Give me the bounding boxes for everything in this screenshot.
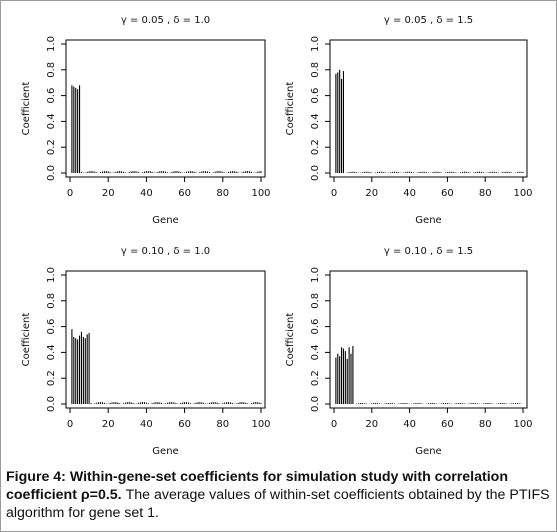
y-tick-label: 0.6 (46, 319, 57, 335)
chart-panel-1: γ = 0.05 , δ = 1.0 0 20 40 60 80 100 Gene 0.0 0.2… (21, 15, 271, 226)
x-tick-label: 80 (216, 419, 229, 430)
caption-bold: Figure 4: Within-gene-set coefficients f… (6, 469, 509, 503)
x-tick-label: 80 (479, 419, 492, 430)
chart-title: γ = 0.05 , δ = 1.0 (121, 15, 210, 26)
y-tick-label: 0.4 (310, 344, 321, 360)
y-axis-label: Coefficient (285, 82, 296, 136)
plot-frame (329, 270, 528, 409)
y-tick-label: 0.0 (310, 396, 321, 412)
x-tick-label: 60 (441, 188, 454, 199)
x-tick-label: 20 (102, 419, 115, 430)
chart-title: γ = 0.10 , δ = 1.5 (384, 246, 473, 257)
y-tick-label: 0.0 (46, 396, 57, 412)
x-tick-label: 40 (403, 188, 416, 199)
x-tick-label: 0 (67, 188, 73, 199)
y-tick-label: 0.2 (310, 370, 321, 386)
x-axis-label: Gene (152, 446, 178, 457)
chart-title: γ = 0.05 , δ = 1.5 (384, 15, 473, 26)
x-axis-label: Gene (415, 446, 441, 457)
y-axis-label: Coefficient (285, 313, 296, 367)
y-tick-label: 1.0 (310, 36, 321, 52)
x-tick-label: 60 (178, 419, 191, 430)
x-tick-label: 40 (140, 419, 153, 430)
y-tick-label: 0.8 (310, 293, 321, 309)
y-tick-label: 0.0 (310, 165, 321, 181)
x-axis-label: Gene (415, 215, 441, 226)
y-axis-label: Coefficient (21, 313, 32, 367)
figure-caption: Figure 4: Within-gene-set coefficients f… (6, 468, 551, 522)
x-tick-label: 100 (251, 188, 270, 199)
y-tick-label: 0.4 (310, 113, 321, 129)
x-tick-label: 40 (403, 419, 416, 430)
x-tick-label: 0 (67, 419, 73, 430)
y-tick-label: 0.6 (310, 319, 321, 335)
x-tick-label: 60 (441, 419, 454, 430)
plot-frame (65, 270, 266, 409)
y-tick-label: 0.6 (46, 88, 57, 104)
x-tick-label: 0 (331, 188, 337, 199)
y-tick-label: 0.4 (46, 113, 57, 129)
x-axis-label: Gene (152, 215, 178, 226)
x-tick-label: 40 (140, 188, 153, 199)
x-tick-label: 0 (331, 419, 337, 430)
chart-panel-2: γ = 0.05 , δ = 1.5 0 20 40 60 80 100 Gene 0.0 0.2… (285, 15, 533, 226)
y-tick-label: 0.2 (46, 370, 57, 386)
plot-frame (329, 39, 528, 178)
y-tick-label: 1.0 (46, 267, 57, 283)
chart-panels: γ = 0.05 , δ = 1.0 0 20 40 60 80 100 Gene 0.0 0.2… (21, 15, 533, 457)
y-tick-label: 0.2 (310, 139, 321, 155)
y-axis-label: Coefficient (21, 82, 32, 136)
x-tick-label: 60 (178, 188, 191, 199)
x-tick-label: 100 (251, 419, 270, 430)
x-tick-label: 20 (365, 188, 378, 199)
x-tick-label: 100 (513, 419, 532, 430)
chart-panel-3: γ = 0.10 , δ = 1.0 0 20 40 60 80 100 Gene 0.0 0.2… (21, 246, 271, 457)
x-tick-label: 80 (216, 188, 229, 199)
caption-text: The average values of within-set coeffic… (6, 487, 550, 521)
y-tick-label: 1.0 (46, 36, 57, 52)
y-tick-label: 0.4 (46, 344, 57, 360)
y-tick-label: 0.8 (46, 293, 57, 309)
x-tick-label: 20 (365, 419, 378, 430)
y-tick-label: 0.2 (46, 139, 57, 155)
y-tick-label: 0.6 (310, 88, 321, 104)
chart-panel-4: γ = 0.10 , δ = 1.5 0 20 40 60 80 100 Gene 0.0 0.2… (285, 246, 533, 457)
x-tick-label: 100 (513, 188, 532, 199)
x-tick-label: 80 (479, 188, 492, 199)
x-tick-label: 20 (102, 188, 115, 199)
plot-frame (65, 39, 266, 178)
chart-title: γ = 0.10 , δ = 1.0 (121, 246, 210, 257)
y-tick-label: 0.8 (310, 62, 321, 78)
y-tick-label: 0.8 (46, 62, 57, 78)
y-tick-label: 1.0 (310, 267, 321, 283)
y-tick-label: 0.0 (46, 165, 57, 181)
